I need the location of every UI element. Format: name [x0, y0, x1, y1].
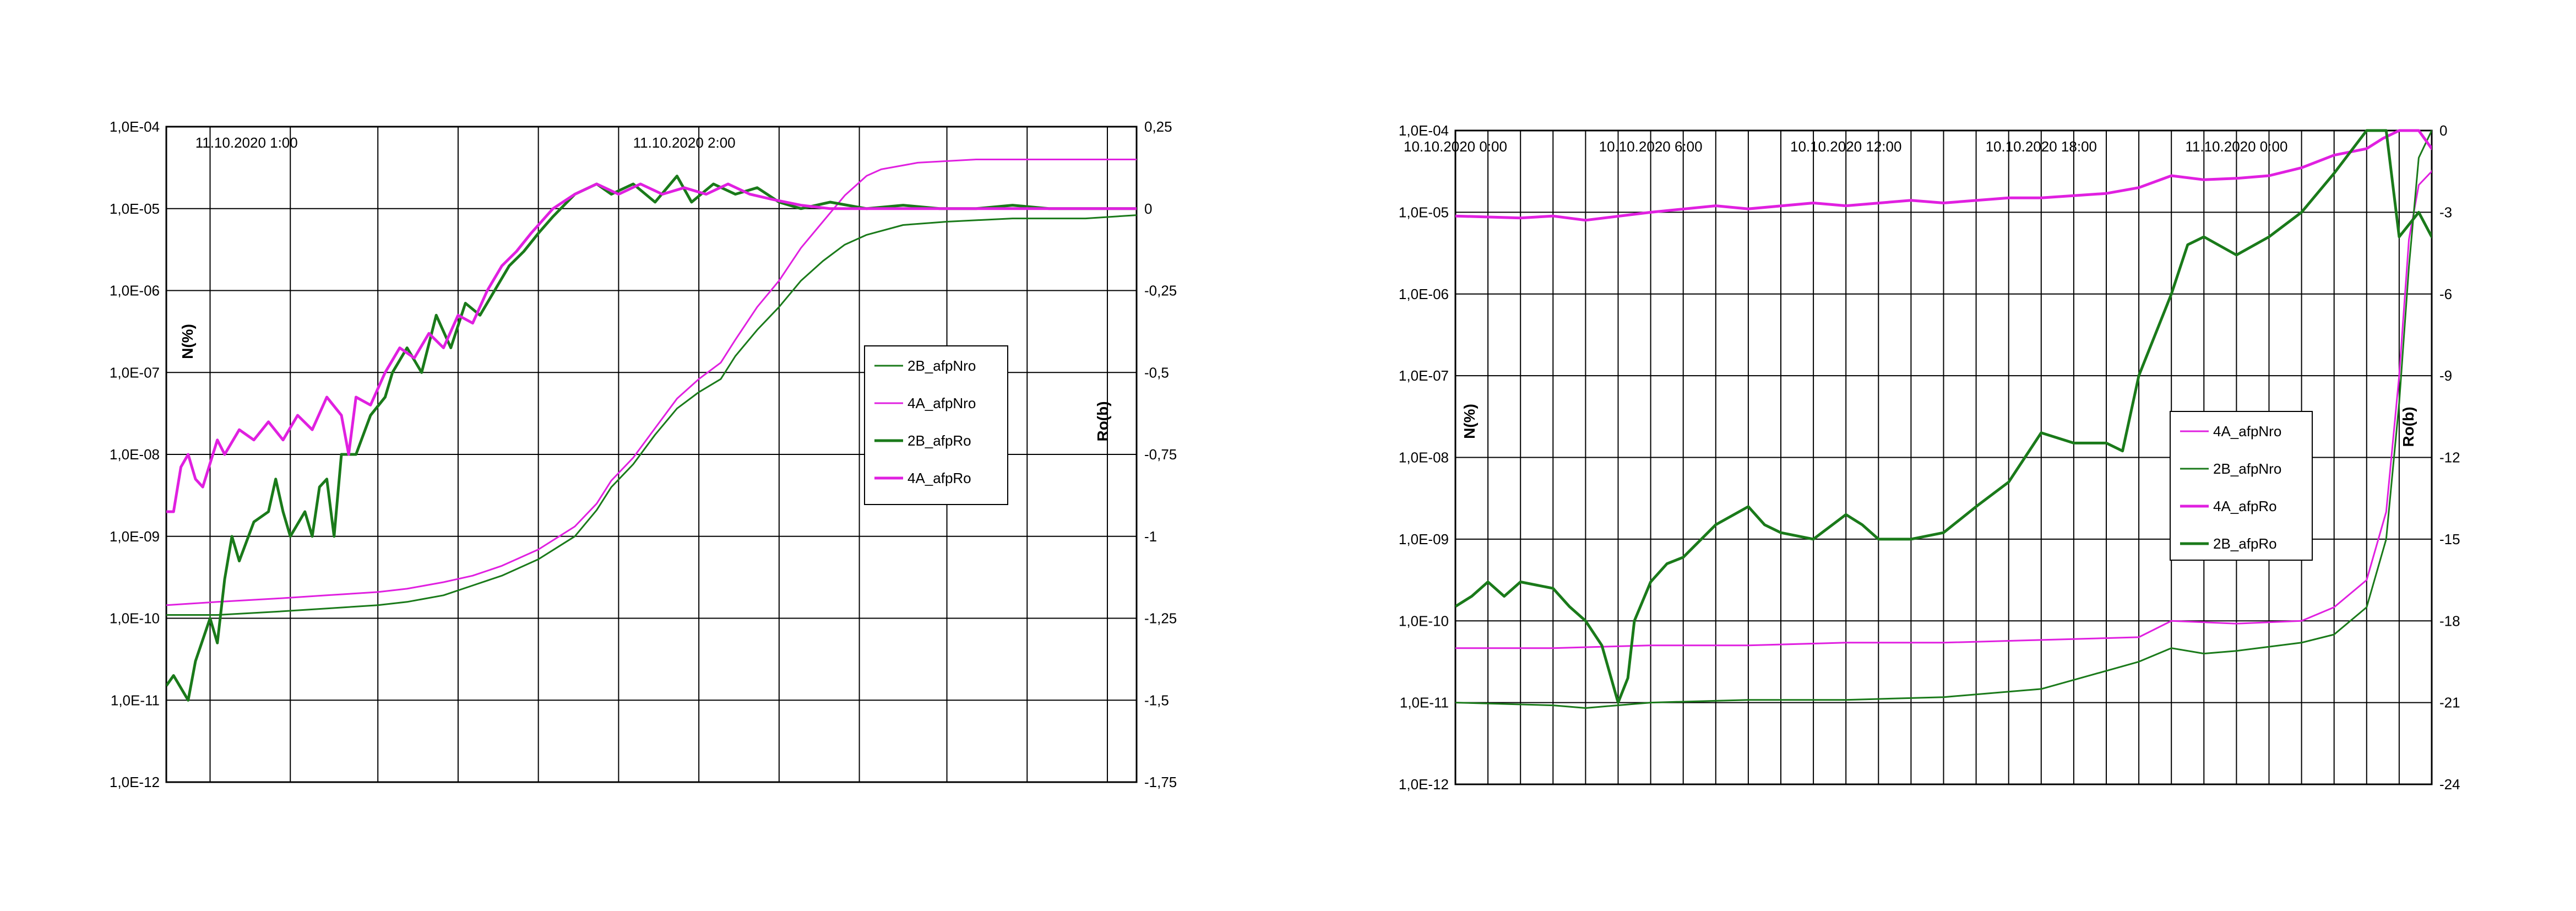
- y-tick-label: 1,0E-08: [110, 446, 160, 463]
- legend-box: [2170, 411, 2313, 561]
- x-tick-label: 11.10.2020 0:00: [2185, 138, 2287, 155]
- legend-label: 4A_afpRo: [2213, 498, 2277, 514]
- y-tick-label: 1,0E-04: [1399, 122, 1449, 139]
- x-tick-label: 10.10.2020 18:00: [1986, 138, 2097, 155]
- y2-tick-label: 0: [1144, 200, 1152, 217]
- plot-frame: [1454, 129, 2433, 785]
- y-tick-label: 1,0E-12: [110, 774, 160, 790]
- x-tick-label: 10.10.2020 12:00: [1790, 138, 1901, 155]
- series-line-2B_afpNro: [1455, 129, 2432, 709]
- legend-label: 4A_afpRo: [907, 470, 971, 486]
- y-tick-label: 1,0E-10: [110, 610, 160, 627]
- y-axis-title: N(%): [1461, 404, 1478, 439]
- series-line-2B_afpNro: [166, 214, 1137, 616]
- chart-left: 1,0E-04 1,0E-05 1,0E-06 1,0E-07 1,0E-08 1,0E-…: [110, 118, 1177, 790]
- y2-tick-label: -0,75: [1144, 446, 1177, 463]
- y-tick-label: 1,0E-09: [1399, 531, 1449, 547]
- legend-label: 2B_afpRo: [907, 432, 971, 449]
- legend-label: 2B_afpNro: [907, 357, 976, 374]
- y2-tick-label: -9: [2439, 367, 2452, 384]
- y-tick-label: 1,0E-07: [1399, 367, 1449, 384]
- series-line-4A_afpRo: [166, 182, 1137, 513]
- y2-tick-label: -18: [2439, 612, 2460, 629]
- x-tick-label: 10.10.2020 6:00: [1599, 138, 1703, 155]
- x-tick-label: 11.10.2020 2:00: [633, 134, 736, 151]
- y2-tick-label: 0: [2439, 122, 2447, 139]
- y2-tick-label: -12: [2439, 449, 2460, 466]
- y-tick-label: 1,0E-08: [1399, 449, 1449, 466]
- y-tick-label: 1,0E-09: [110, 528, 160, 545]
- y-tick-label: 1,0E-06: [1399, 286, 1449, 302]
- legend-label: 4A_afpNro: [907, 395, 976, 411]
- y-tick-label: 1,0E-11: [1400, 695, 1449, 711]
- y-axis-title: N(%): [179, 324, 196, 359]
- y2-tick-label: -24: [2439, 776, 2460, 793]
- y2-tick-label: -0,25: [1144, 283, 1177, 299]
- y2-tick-label: 0,25: [1144, 118, 1172, 135]
- y2-tick-label: -1,5: [1144, 692, 1169, 708]
- y2-axis-title: Ro(b): [1094, 401, 1111, 441]
- y2-tick-label: -1: [1144, 528, 1157, 545]
- series-line-4A_afpNro: [1455, 169, 2432, 649]
- y-tick-label: 1,0E-11: [111, 692, 160, 708]
- y2-tick-label: -1,75: [1144, 774, 1177, 790]
- series-line-2B_afpRo: [1455, 129, 2432, 704]
- series-line-2B_afpRo: [166, 175, 1137, 702]
- legend-label: 2B_afpRo: [2213, 535, 2277, 552]
- y2-tick-label: -6: [2439, 286, 2452, 302]
- y2-tick-label: -15: [2439, 531, 2460, 547]
- y-tick-label: 1,0E-07: [110, 364, 160, 381]
- series-line-4A_afpNro: [166, 159, 1137, 606]
- y2-tick-label: -3: [2439, 204, 2452, 220]
- x-tick-label: 11.10.2020 1:00: [195, 134, 298, 151]
- series-line-4A_afpRo: [1455, 129, 2432, 222]
- x-tick-label: 10.10.2020 0:00: [1404, 138, 1507, 155]
- legend-label: 2B_afpNro: [2213, 460, 2281, 477]
- series-group: [1455, 129, 2432, 709]
- chart-right: 1,0E-04 1,0E-05 1,0E-06 1,0E-07 1,0E-08 1,0E-…: [1399, 122, 2460, 793]
- y2-axis-title: Ro(b): [2400, 406, 2417, 447]
- y-tick-label: 1,0E-05: [110, 200, 160, 217]
- y2-tick-label: -1,25: [1144, 610, 1177, 627]
- y2-tick-label: -21: [2439, 695, 2460, 711]
- y-tick-label: 1,0E-04: [110, 118, 160, 135]
- series-group: [166, 159, 1137, 702]
- y-tick-label: 1,0E-12: [1399, 776, 1449, 793]
- y-tick-label: 1,0E-05: [1399, 204, 1449, 220]
- plot-frame: [165, 126, 1138, 783]
- y2-tick-label: -0,5: [1144, 364, 1169, 381]
- y-tick-label: 1,0E-06: [110, 283, 160, 299]
- y-tick-label: 1,0E-10: [1399, 612, 1449, 629]
- legend-label: 4A_afpNro: [2213, 423, 2281, 440]
